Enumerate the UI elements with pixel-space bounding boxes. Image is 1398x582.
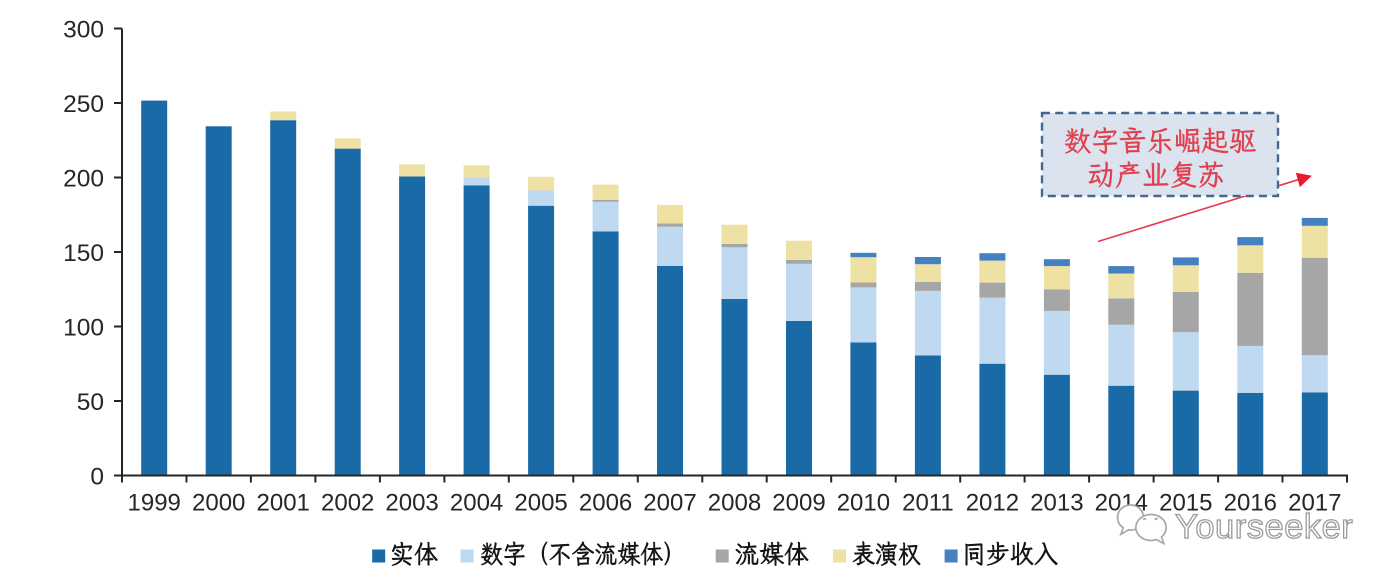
svg-text:2016: 2016	[1224, 490, 1277, 517]
svg-text:2009: 2009	[772, 490, 825, 517]
svg-text:2002: 2002	[321, 490, 374, 517]
svg-text:2017: 2017	[1288, 490, 1341, 517]
svg-text:150: 150	[63, 240, 104, 267]
svg-text:50: 50	[77, 389, 104, 416]
svg-text:2001: 2001	[257, 490, 310, 517]
svg-text:300: 300	[63, 17, 104, 44]
svg-text:250: 250	[63, 91, 104, 118]
svg-text:Yourseeker: Yourseeker	[1175, 508, 1353, 546]
svg-text:2005: 2005	[514, 490, 567, 517]
svg-text:2006: 2006	[579, 490, 632, 517]
svg-text:2013: 2013	[1030, 490, 1083, 517]
svg-text:2011: 2011	[902, 490, 954, 517]
svg-text:1999: 1999	[128, 490, 181, 517]
svg-text:2010: 2010	[837, 490, 890, 517]
svg-text:2012: 2012	[966, 490, 1019, 517]
svg-text:2003: 2003	[385, 490, 438, 517]
svg-text:2004: 2004	[450, 490, 503, 517]
svg-text:2007: 2007	[643, 490, 696, 517]
svg-text:2000: 2000	[192, 490, 245, 517]
svg-text:0: 0	[90, 464, 104, 491]
svg-text:2008: 2008	[708, 490, 761, 517]
svg-text:2015: 2015	[1159, 490, 1212, 517]
svg-text:100: 100	[63, 315, 104, 342]
svg-text:200: 200	[63, 166, 104, 193]
